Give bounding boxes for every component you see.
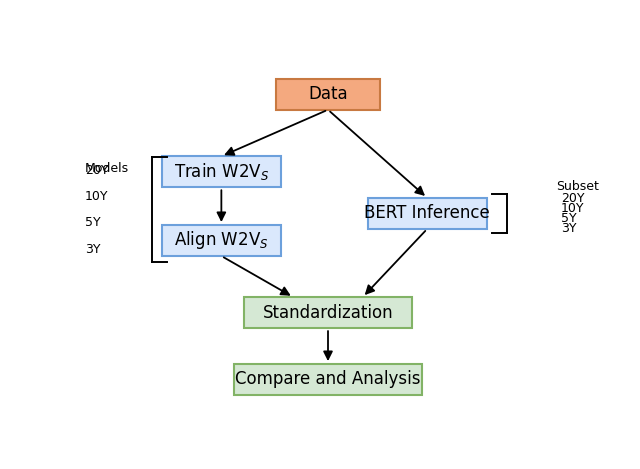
- FancyBboxPatch shape: [244, 297, 412, 328]
- Text: Models: Models: [85, 162, 129, 175]
- Text: 3Y: 3Y: [561, 222, 577, 235]
- Text: 20Y: 20Y: [561, 192, 584, 205]
- FancyBboxPatch shape: [162, 157, 281, 187]
- Text: 10Y: 10Y: [85, 190, 108, 203]
- FancyBboxPatch shape: [162, 225, 281, 256]
- FancyBboxPatch shape: [276, 79, 380, 110]
- Text: 10Y: 10Y: [561, 202, 584, 215]
- Text: 3Y: 3Y: [85, 242, 100, 256]
- FancyBboxPatch shape: [367, 198, 486, 229]
- Text: Data: Data: [308, 85, 348, 103]
- Text: 5Y: 5Y: [85, 216, 100, 229]
- Text: Train W2V$_S$: Train W2V$_S$: [174, 161, 269, 182]
- Text: Standardization: Standardization: [262, 304, 394, 322]
- Text: Compare and Analysis: Compare and Analysis: [236, 371, 420, 388]
- FancyBboxPatch shape: [234, 364, 422, 395]
- Text: Align W2V$_S$: Align W2V$_S$: [174, 229, 269, 251]
- Text: 20Y: 20Y: [85, 164, 108, 177]
- Text: Subset: Subset: [556, 180, 599, 193]
- Text: 5Y: 5Y: [561, 212, 577, 225]
- Text: BERT Inference: BERT Inference: [364, 204, 490, 222]
